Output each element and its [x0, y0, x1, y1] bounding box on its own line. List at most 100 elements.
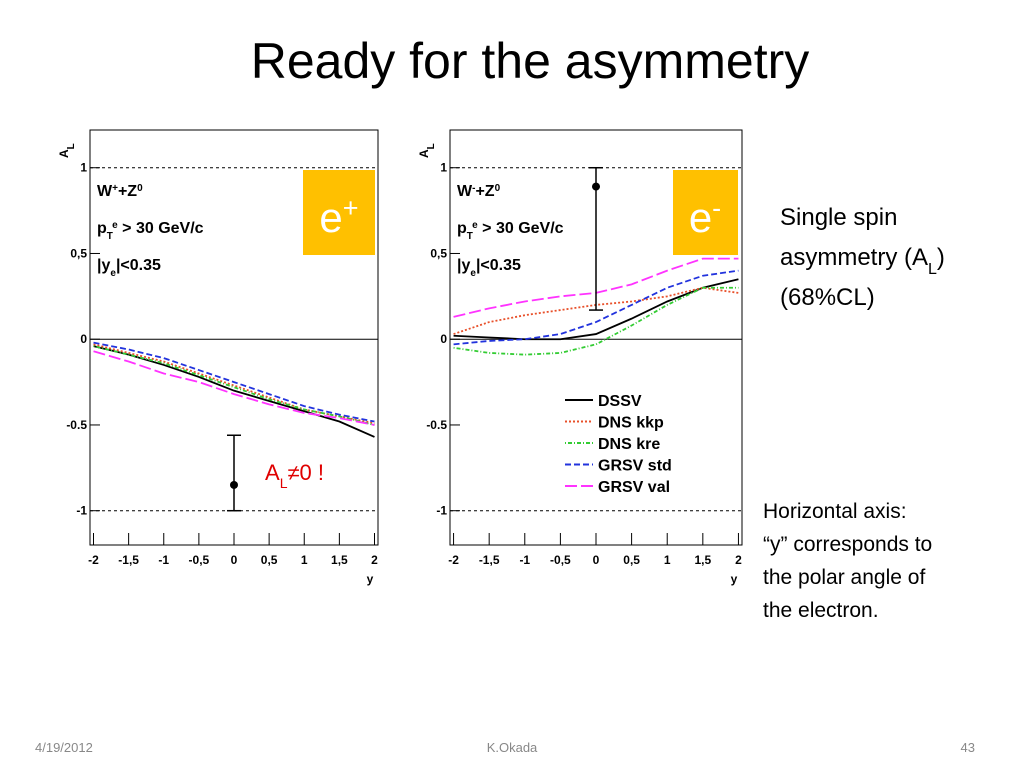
side-text-part: Single spin [780, 204, 897, 231]
x-tick-label: 1 [664, 553, 671, 567]
x-tick-label: -1 [519, 553, 530, 567]
x-tick-label: 1,5 [331, 553, 348, 567]
series-line [93, 341, 375, 423]
y-tick-label: 1 [80, 161, 87, 175]
x-tick-label: 1,5 [694, 553, 711, 567]
x-tick-label: 0 [231, 553, 238, 567]
plot-annotation-part: e [110, 268, 116, 279]
plot-annotation-part: +Z [118, 183, 137, 200]
plot-annotation: W-+Z0 [457, 183, 501, 201]
series-line [93, 350, 375, 426]
x-tick-label: -1 [158, 553, 169, 567]
y-axis-label-part: A [57, 149, 71, 158]
plot-annotation-part: +Z [475, 183, 494, 200]
plot-annotation: |ye|<0.35 [457, 257, 521, 279]
y-tick-label: 1 [440, 161, 447, 175]
plot-annotation-part: e [472, 220, 478, 231]
legend-label: DNS kkp [598, 415, 664, 432]
y-tick-label: -0.5 [426, 418, 447, 432]
badge-text-part: e [689, 194, 712, 241]
note-text: Horizontal axis: [763, 500, 907, 523]
legend-label: DSSV [598, 393, 642, 410]
plot-annotation-part: W [457, 183, 473, 200]
data-point [230, 480, 238, 489]
y-axis-label-part: L [426, 143, 437, 149]
footer-page: 43 [961, 740, 975, 755]
badge-text-part: - [712, 193, 721, 223]
y-tick-label: 0 [80, 332, 87, 346]
plot-annotation: W++Z0 [97, 183, 143, 201]
side-text-part: L [928, 261, 937, 278]
x-axis-label: y [367, 572, 374, 586]
x-tick-label: -1,5 [479, 553, 500, 567]
plot-annotation-part: e [470, 268, 476, 279]
note-text: the polar angle of [763, 566, 925, 589]
y-axis-label: AL [57, 143, 77, 158]
plot-annotation-part: |<0.35 [116, 257, 161, 274]
badge-box [673, 170, 738, 255]
plot-annotation: |ye|<0.35 [97, 257, 161, 279]
side-text: (68%CL) [780, 284, 875, 311]
legend-label: GRSV val [598, 479, 670, 496]
plot-annotation-part: 0 [495, 183, 501, 194]
plot-annotation-part: > 30 GeV/c [478, 220, 564, 237]
plot-annotation-part: > 30 GeV/c [118, 220, 204, 237]
series-line [93, 343, 375, 425]
series-line [453, 278, 739, 341]
plot-annotation: pTe > 30 GeV/c [457, 220, 564, 242]
x-tick-label: -0,5 [189, 553, 210, 567]
data-point [592, 182, 600, 191]
y-tick-label: 0,5 [430, 246, 447, 260]
callout-part: L [280, 475, 288, 491]
y-axis-label: AL [417, 143, 437, 158]
plot-annotation-part: |y [457, 257, 470, 274]
y-tick-label: -0.5 [66, 418, 87, 432]
callout-part: A [265, 460, 280, 485]
footer-date: 4/19/2012 [35, 740, 93, 755]
x-tick-label: -2 [88, 553, 99, 567]
x-tick-label: -0,5 [550, 553, 571, 567]
plot-annotation-part: W [97, 183, 113, 200]
y-tick-label: -1 [436, 504, 447, 518]
y-tick-label: 0,5 [70, 246, 87, 260]
series-line [93, 345, 375, 426]
badge-text: e- [689, 193, 721, 241]
callout-part: ≠0 ! [287, 460, 324, 485]
side-text-part: asymmetry (A [780, 244, 928, 271]
side-text-part: (68%CL) [780, 284, 875, 311]
note-text: the electron. [763, 599, 879, 622]
legend-label: GRSV std [598, 458, 672, 475]
badge-text-part: + [343, 193, 359, 223]
plot-annotation-part: + [112, 183, 118, 194]
y-axis-label-part: L [66, 143, 77, 149]
plot-annotation-part: T [467, 231, 473, 242]
slide-title: Ready for the asymmetry [251, 33, 810, 89]
x-tick-label: 1 [301, 553, 308, 567]
x-tick-label: -2 [448, 553, 459, 567]
x-tick-label: -1,5 [118, 553, 139, 567]
side-text: Single spin [780, 204, 897, 231]
plot-annotation-part: |y [97, 257, 110, 274]
note-text: “y” corresponds to [763, 533, 932, 556]
x-tick-label: 0,5 [261, 553, 278, 567]
badge-box [303, 170, 375, 255]
x-tick-label: 0,5 [623, 553, 640, 567]
callout: AL≠0 ! [265, 460, 324, 491]
y-tick-label: -1 [76, 504, 87, 518]
side-text-part: ) [937, 244, 945, 271]
plot-annotation-part: e [112, 220, 118, 231]
x-axis-label: y [731, 572, 738, 586]
plot-annotation: pTe > 30 GeV/c [97, 220, 204, 242]
plot-annotation-part: p [97, 220, 107, 237]
plot-annotation-part: - [472, 183, 475, 194]
side-text: asymmetry (AL) [780, 244, 945, 278]
x-tick-label: 2 [371, 553, 378, 567]
x-tick-label: 2 [735, 553, 742, 567]
plot-annotation-part: T [107, 231, 113, 242]
series-line [453, 269, 739, 346]
y-tick-label: 0 [440, 332, 447, 346]
badge-text-part: e [319, 194, 342, 241]
plot-annotation-part: p [457, 220, 467, 237]
badge-text: e+ [319, 193, 358, 241]
